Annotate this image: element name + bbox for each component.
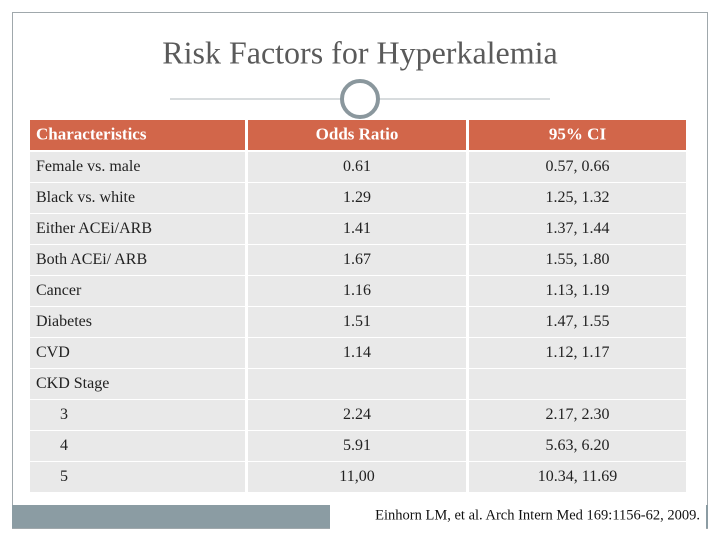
cell-text: 0.57, 0.66	[546, 158, 610, 175]
cell-text: 1.29	[343, 189, 371, 206]
cell	[469, 400, 686, 430]
citation-box	[330, 503, 706, 529]
cell	[469, 152, 686, 182]
cell	[248, 307, 466, 337]
header-cell	[30, 120, 245, 150]
cell	[248, 338, 466, 368]
citation: Einhorn LM, et al. Arch Intern Med 169:1…	[375, 507, 700, 523]
cell	[469, 183, 686, 213]
cell	[469, 338, 686, 368]
cell	[248, 183, 466, 213]
header-cell	[248, 120, 466, 150]
cell	[469, 369, 686, 399]
cell	[248, 214, 466, 244]
cell-text: 1.51	[343, 313, 371, 330]
cell	[469, 214, 686, 244]
cell-text: 5.91	[343, 437, 371, 454]
cell-text: 11,00	[339, 468, 374, 485]
cell	[30, 369, 245, 399]
column-header: Odds Ratio	[316, 124, 399, 143]
cell-text: 4	[60, 437, 68, 454]
cell-text: 1.13, 1.19	[546, 282, 610, 299]
cell-text: 1.55, 1.80	[546, 251, 610, 268]
cell-text: 5	[60, 468, 68, 485]
cell	[30, 245, 245, 275]
cell	[30, 183, 245, 213]
cell-text: Either ACEi/ARB	[36, 220, 152, 237]
cell	[30, 431, 245, 461]
cell-text: 0.61	[343, 158, 371, 175]
cell-text: Diabetes	[36, 313, 92, 330]
cell-text: 2.24	[343, 406, 371, 423]
cell	[248, 245, 466, 275]
cell	[248, 152, 466, 182]
cell-text: CVD	[36, 344, 70, 361]
cell-text: 1.37, 1.44	[546, 220, 610, 237]
cell-text: 2.17, 2.30	[546, 406, 610, 423]
cell-text: 1.14	[343, 344, 371, 361]
cell-text: 3	[60, 406, 68, 423]
cell	[30, 152, 245, 182]
cell-text: 10.34, 11.69	[538, 468, 617, 485]
table: Characteristics Odds Ratio 95% CI Female vs…	[30, 120, 686, 492]
cell	[469, 431, 686, 461]
cell	[248, 276, 466, 306]
cell-text: Black vs. white	[36, 189, 135, 206]
cell	[30, 462, 245, 492]
cell-text: Cancer	[36, 282, 82, 299]
cell-text: 1.67	[343, 251, 371, 268]
cell	[30, 276, 245, 306]
cell-text: 1.25, 1.32	[546, 189, 610, 206]
group-label: CKD Stage	[36, 375, 109, 392]
cell	[469, 307, 686, 337]
cell	[248, 462, 466, 492]
cell	[248, 431, 466, 461]
header-cell	[469, 120, 686, 150]
cell	[30, 307, 245, 337]
cell	[248, 400, 466, 430]
cell-text: 1.41	[343, 220, 371, 237]
cell	[248, 369, 466, 399]
cell	[469, 276, 686, 306]
cell	[30, 214, 245, 244]
cell	[30, 338, 245, 368]
cell	[469, 462, 686, 492]
cell-text: Female vs. male	[36, 158, 140, 175]
cell	[469, 245, 686, 275]
cell	[30, 400, 245, 430]
cell-text: 5.63, 6.20	[546, 437, 610, 454]
cell-text: 1.12, 1.17	[546, 344, 610, 361]
cell-text: 1.16	[343, 282, 371, 299]
cell-text: Both ACEi/ ARB	[36, 251, 147, 268]
column-header: 95% CI	[549, 124, 607, 143]
slide-title: Risk Factors for Hyperkalemia	[162, 34, 557, 70]
column-header: Characteristics	[36, 124, 147, 143]
title-ornament	[340, 79, 380, 119]
cell-text: 1.47, 1.55	[546, 313, 610, 330]
